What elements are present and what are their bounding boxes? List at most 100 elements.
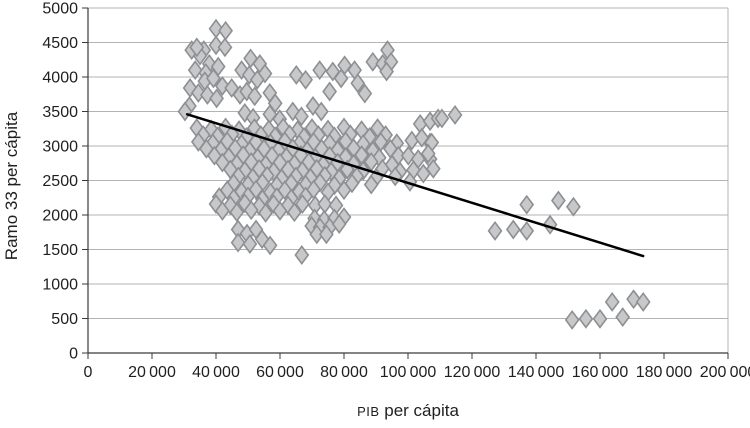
data-point-diamond: [604, 291, 620, 312]
y-tick-label: 4000: [42, 70, 78, 87]
data-point-diamond: [365, 51, 381, 72]
data-point-diamond: [566, 196, 581, 217]
data-point-diamond: [615, 307, 631, 328]
data-point-diamond: [177, 101, 193, 122]
y-tick-label: 4500: [42, 35, 78, 52]
y-tick-label: 1000: [42, 277, 78, 294]
data-point-diamond: [425, 158, 441, 179]
y-tick-label: 3000: [42, 139, 78, 156]
data-point-diamond: [237, 102, 253, 123]
x-tick-label: 60 000: [256, 364, 304, 381]
y-tick-label: 500: [51, 311, 78, 328]
x-tick-label: 0: [84, 364, 93, 381]
data-point-diamond: [420, 143, 436, 164]
data-point-diamond: [336, 180, 352, 201]
data-point-diamond: [254, 229, 270, 250]
data-point-diamond: [237, 193, 253, 214]
data-point-diamond: [272, 200, 288, 221]
data-point-diamond: [344, 173, 360, 194]
data-point-diamond: [206, 68, 221, 89]
data-point-diamond: [242, 234, 258, 254]
data-point-diamond: [230, 232, 246, 253]
data-point-diamond: [305, 96, 321, 116]
x-tick-label: 160 000: [572, 364, 629, 381]
y-tick-label: 3500: [42, 104, 78, 121]
data-point-diamond: [402, 171, 418, 192]
data-point-diamond: [350, 73, 366, 94]
y-tick-label: 5000: [42, 1, 78, 18]
data-point-diamond: [387, 166, 403, 187]
data-point-diamond: [505, 219, 521, 240]
data-point-diamond: [229, 202, 245, 223]
data-point-diamond: [191, 82, 206, 103]
x-tick-label: 80 000: [320, 364, 368, 381]
data-point-diamond: [626, 289, 641, 310]
y-tick-label: 2000: [42, 208, 78, 225]
data-point-diamond: [319, 224, 334, 245]
x-tick-label: 40 000: [192, 364, 240, 381]
data-point-diamond: [200, 84, 215, 105]
data-point-diamond: [298, 69, 313, 90]
data-point-diamond: [217, 37, 233, 58]
data-point-diamond: [434, 108, 450, 129]
data-point-diamond: [309, 224, 325, 245]
data-point-diamond: [357, 83, 373, 104]
data-point-diamond: [243, 200, 259, 221]
data-point-diamond: [379, 61, 394, 82]
data-point-diamond: [325, 61, 341, 82]
x-tick-label: 100 000: [380, 364, 437, 381]
data-point-diamond: [189, 37, 205, 58]
y-axis-title-text: Ramo 33 per cápita: [2, 111, 21, 261]
x-axis-title-text: per cápita: [379, 401, 459, 420]
data-point-diamond: [295, 194, 310, 214]
data-point-diamond: [312, 172, 328, 193]
data-point-diamond: [215, 152, 230, 173]
data-point-diamond: [187, 60, 203, 81]
data-point-diamond: [215, 200, 230, 221]
data-point-diamond: [400, 145, 416, 166]
data-point-diamond: [249, 69, 265, 90]
data-point-diamond: [191, 131, 206, 152]
data-point-diamond: [199, 138, 214, 159]
data-point-diamond: [331, 214, 347, 234]
data-point-diamond: [208, 194, 224, 214]
x-tick-label: 20 000: [128, 364, 176, 381]
y-tick-label: 0: [69, 346, 78, 363]
data-point-diamond: [287, 202, 302, 223]
data-point-diamond: [551, 190, 566, 211]
x-axis-title-acronym: PIB: [357, 404, 380, 419]
data-point-diamond: [247, 86, 263, 107]
x-axis-title: PIB per cápita: [88, 401, 728, 421]
data-point-diamond: [564, 309, 580, 330]
x-tick-label: 140 000: [508, 364, 565, 381]
x-tick-label: 120 000: [444, 364, 501, 381]
data-point-diamond: [312, 60, 328, 81]
trend-line: [185, 113, 645, 258]
data-point-diamond: [258, 202, 273, 223]
data-point-diamond: [363, 174, 379, 195]
data-point-diamond: [322, 81, 337, 102]
x-tick-label: 180 000: [636, 364, 693, 381]
data-point-diamond: [578, 308, 594, 329]
data-point-diamond: [635, 291, 651, 312]
data-point-diamond: [313, 101, 329, 122]
y-tick-label: 1500: [42, 242, 78, 259]
data-point-diamond: [294, 106, 309, 127]
data-point-diamond: [262, 235, 278, 256]
data-point-diamond: [209, 88, 224, 109]
data-point-diamond: [285, 101, 301, 122]
data-point-diamond: [215, 76, 230, 96]
data-point-diamond: [519, 220, 535, 241]
data-point-diamond: [447, 104, 463, 125]
data-point-diamond: [542, 214, 558, 235]
data-point-diamond: [207, 145, 222, 166]
data-point-diamond: [333, 68, 349, 89]
data-point-diamond: [404, 130, 420, 151]
data-point-diamond: [487, 220, 503, 241]
data-point-diamond: [266, 194, 281, 214]
data-point-diamond: [208, 35, 224, 56]
y-tick-label: 2500: [42, 173, 78, 190]
data-point-diamond: [294, 245, 310, 265]
